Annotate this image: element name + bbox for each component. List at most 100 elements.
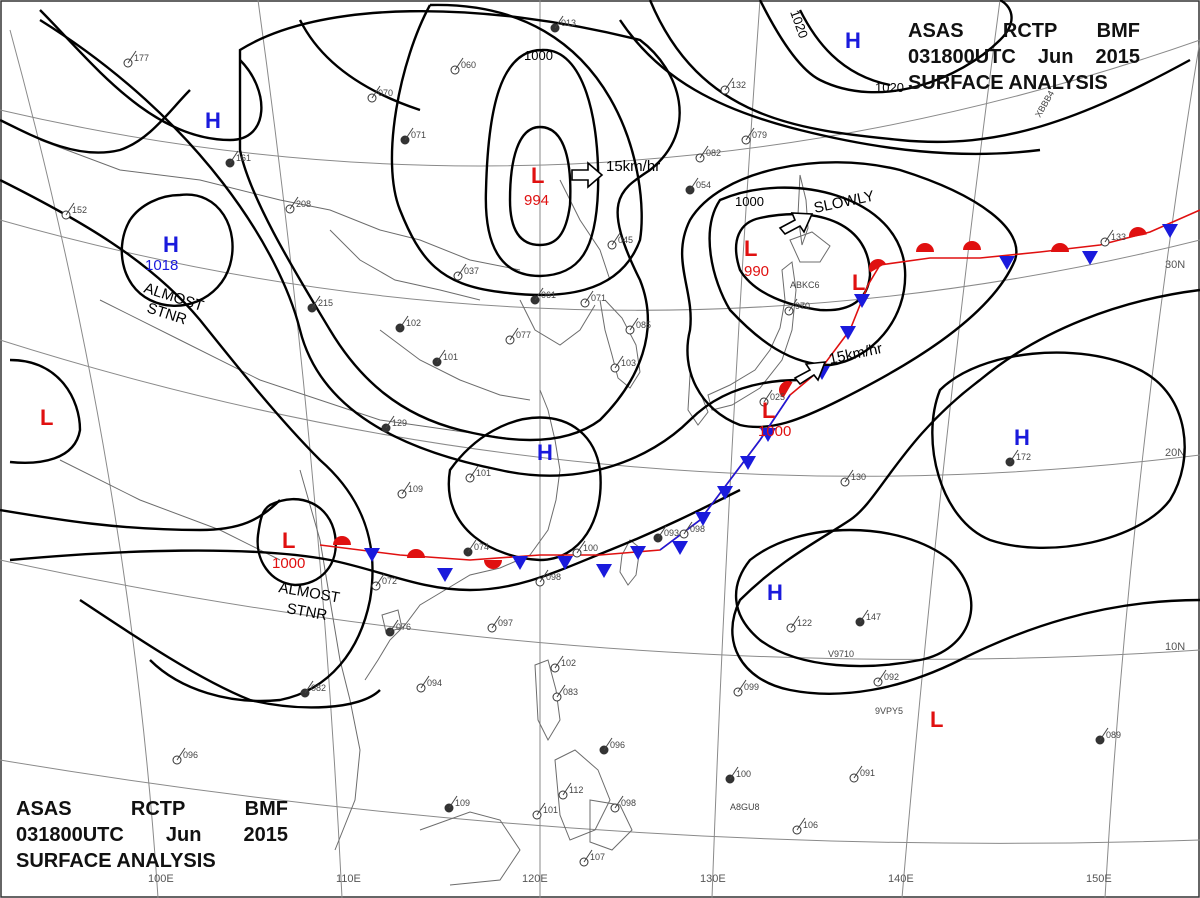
lon-line-130e bbox=[711, 0, 761, 898]
lon-label-150e: 150E bbox=[1086, 873, 1112, 885]
lon-label-100e: 100E bbox=[148, 873, 174, 885]
japan-honshu bbox=[707, 261, 797, 411]
station-wind-barb-39 bbox=[859, 609, 869, 623]
ship-id-a8gu8: A8GU8 bbox=[730, 802, 760, 812]
isobar-west-1012b bbox=[0, 499, 281, 532]
low-center-cyclone-value: 990 bbox=[744, 263, 769, 280]
luzon bbox=[534, 659, 561, 742]
station-pressure-16: 101 bbox=[476, 468, 491, 478]
low-center-se: L bbox=[930, 707, 943, 732]
isobar-cyclone-mid bbox=[708, 186, 907, 367]
station-wind-barb-31 bbox=[562, 782, 572, 796]
station-pressure-13: 085 bbox=[636, 320, 651, 330]
coastlines bbox=[39, 139, 831, 886]
front-line-stationary-south bbox=[319, 209, 1200, 561]
header-office: BMF bbox=[1096, 20, 1140, 42]
station-pressure-6: 054 bbox=[696, 180, 711, 190]
isobar-label-1020-ne: 1020 bbox=[875, 80, 904, 95]
station-wind-barb-8 bbox=[457, 263, 467, 277]
low-center-japan: L bbox=[762, 398, 775, 423]
station-wind-barb-28 bbox=[554, 655, 564, 669]
motion-label-north: 15km/hr bbox=[606, 158, 660, 175]
header-region: ASAS bbox=[908, 20, 964, 42]
low-center-north: L bbox=[531, 163, 544, 188]
station-pressure-20: 098 bbox=[546, 572, 561, 582]
cold-front-triangle-6 bbox=[672, 541, 688, 555]
cold-front-triangle-9 bbox=[740, 456, 756, 470]
isobar-central-high bbox=[447, 416, 602, 562]
station-wind-barb-56 bbox=[788, 298, 798, 312]
station-pressure-51: 161 bbox=[236, 153, 251, 163]
station-wind-barb-54 bbox=[399, 315, 409, 329]
ship-ids: ABKC6 XBBB4 V9710 9VPY5 A8GU8 bbox=[730, 89, 1056, 812]
header-year: 2015 bbox=[1095, 46, 1141, 68]
station-wind-barb-11 bbox=[509, 327, 519, 341]
station-wind-barb-9 bbox=[534, 287, 544, 301]
low-center-southwest: L bbox=[282, 528, 295, 553]
ship-id-abkc6: ABKC6 bbox=[790, 280, 820, 290]
lat-label-10n: 10N bbox=[1165, 641, 1185, 653]
station-pressure-42: 172 bbox=[1016, 452, 1031, 462]
station-wind-barb-18 bbox=[467, 539, 477, 553]
header-bottom-left: ASAS RCTP BMF 031800UTC Jun 2015 SURFACE… bbox=[16, 796, 288, 874]
station-wind-barb-17 bbox=[401, 481, 411, 495]
borneo-north bbox=[419, 811, 521, 886]
header-month: Jun bbox=[1037, 46, 1074, 68]
ship-id-v9710: V9710 bbox=[828, 649, 854, 659]
station-pressure-14: 103 bbox=[621, 358, 636, 368]
lat-label-30n: 30N bbox=[1165, 259, 1185, 271]
philippines-south bbox=[554, 749, 611, 841]
cold-front-triangle-13 bbox=[854, 294, 870, 308]
station-wind-barb-21 bbox=[657, 525, 667, 539]
header-line-1: ASAS RCTP BMF bbox=[908, 18, 1140, 44]
station-wind-barb-55 bbox=[763, 389, 773, 403]
cold-front-triangle-10 bbox=[760, 428, 776, 442]
station-pressure-36: 100 bbox=[736, 769, 751, 779]
motion-arrow-north bbox=[571, 161, 604, 189]
station-wind-barb-5 bbox=[745, 127, 755, 141]
isobar-far-west-1 bbox=[0, 89, 191, 154]
isobar-1004-north bbox=[390, 3, 643, 297]
warm-front-semicircle-8 bbox=[1129, 227, 1147, 238]
station-pressure-53: 132 bbox=[731, 80, 746, 90]
station-wind-barb-3 bbox=[404, 127, 414, 141]
station-pressure-54: 102 bbox=[406, 318, 421, 328]
ship-id-9vpy5: 9VPY5 bbox=[875, 706, 903, 716]
motion-arrow-cyclone bbox=[778, 212, 814, 236]
province-border-1 bbox=[99, 299, 521, 441]
warm-front-semicircle-3 bbox=[779, 381, 793, 398]
isobar-low-ring-outer bbox=[484, 48, 600, 278]
isobar-ne-1016 bbox=[648, 0, 1191, 144]
cold-front-triangle-5 bbox=[630, 546, 646, 560]
cold-front-triangle-15 bbox=[1082, 251, 1098, 265]
station-pressure-35: 107 bbox=[590, 852, 605, 862]
station-wind-barb-0 bbox=[554, 15, 564, 29]
station-wind-barb-26 bbox=[420, 675, 430, 689]
warm-front-semicircle-7 bbox=[1051, 243, 1069, 252]
footer-year: 2015 bbox=[243, 824, 289, 846]
cold-front-triangle-8 bbox=[717, 486, 733, 500]
isobar-cyclone-inner bbox=[734, 213, 872, 312]
station-pressure-7: 045 bbox=[618, 235, 633, 245]
station-pressure-41: 130 bbox=[851, 472, 866, 482]
station-pressure-28: 102 bbox=[561, 658, 576, 668]
indochina bbox=[299, 469, 361, 851]
station-wind-barb-34 bbox=[536, 802, 546, 816]
station-pressure-37: 099 bbox=[744, 682, 759, 692]
lon-line-100e bbox=[9, 29, 159, 898]
cold-front-triangle-2 bbox=[512, 556, 528, 570]
hokkaido bbox=[789, 231, 831, 263]
river-1 bbox=[379, 329, 531, 401]
station-pressure-26: 094 bbox=[427, 678, 442, 688]
station-pressure-46: 106 bbox=[803, 820, 818, 830]
high-center-ne: H bbox=[845, 28, 861, 53]
cold-front-triangle-4 bbox=[596, 564, 612, 578]
station-wind-barb-32 bbox=[614, 795, 624, 809]
cold-front-triangle-7 bbox=[695, 512, 711, 526]
station-wind-barb-37 bbox=[737, 679, 747, 693]
isobar-northeast-1020 bbox=[798, 9, 891, 87]
station-wind-barb-24 bbox=[389, 619, 399, 633]
station-pressure-27: 082 bbox=[311, 683, 326, 693]
station-wind-barb-13 bbox=[629, 317, 639, 331]
